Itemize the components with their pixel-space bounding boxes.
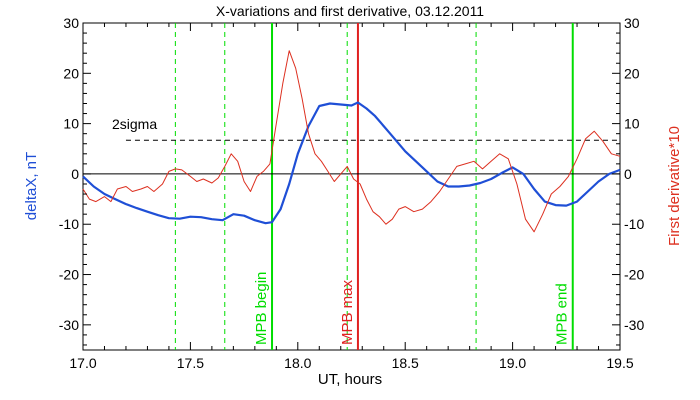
y-tick-label-right-0: 30: [624, 15, 640, 31]
y-tick-label-left-6: -30: [59, 317, 79, 333]
y-tick-label-right-4: -10: [624, 216, 644, 232]
chart-title: X-variations and first derivative, 03.12…: [216, 3, 484, 19]
y-tick-label-right-3: 0: [624, 166, 632, 182]
y-tick-label-left-0: 30: [63, 15, 79, 31]
y-tick-label-right-2: 10: [624, 116, 640, 132]
marker-label-1: MPB max: [339, 279, 356, 345]
y-axis-left-label: deltaX, nT: [23, 152, 40, 220]
y-tick-label-left-3: 0: [71, 166, 79, 182]
marker-label-2: MPB end: [554, 283, 571, 345]
y-tick-label-right-5: -20: [624, 267, 644, 283]
y-tick-label-left-1: 20: [63, 65, 79, 81]
series-lines: [82, 50, 621, 233]
y-tick-label-left-5: -20: [59, 267, 79, 283]
y-tick-label-right-6: -30: [624, 317, 644, 333]
x-tick-label-3: 18.5: [392, 355, 419, 371]
plot-frame: [82, 22, 621, 351]
y-tick-label-left-4: -10: [59, 216, 79, 232]
marker-label-0: MPB begin: [253, 272, 270, 345]
y-tick-label-right-1: 20: [624, 65, 640, 81]
series-line-deltax: [82, 101, 621, 225]
y-tick-label-left-2: 10: [63, 116, 79, 132]
x-tick-label-0: 17.0: [69, 355, 96, 371]
x-tick-label-5: 19.5: [606, 355, 633, 371]
threshold-label: 2sigma: [112, 116, 157, 132]
x-axis-label: UT, hours: [318, 371, 382, 388]
y-axis-right-label: First derivative*10: [666, 126, 683, 246]
x-tick-label-1: 17.5: [177, 355, 204, 371]
series-line-derivative: [82, 50, 621, 233]
reference-lines: [83, 139, 620, 175]
x-tick-label-2: 18.0: [284, 355, 311, 371]
axis-ticks: 17.0 17.5 18.0 18.5 19.0 19.5 30 30 20 20 10 10 0 0 -1…: [59, 15, 645, 371]
marker-lines: MPB begin MPB max MPB end: [174, 23, 574, 350]
x-tick-label-4: 19.0: [499, 355, 526, 371]
